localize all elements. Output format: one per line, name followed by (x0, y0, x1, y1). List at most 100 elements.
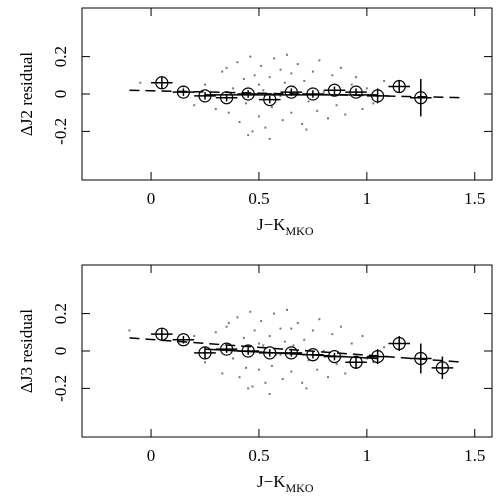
dot (275, 353, 278, 356)
dot (253, 329, 256, 332)
dot (257, 342, 260, 345)
dot (286, 53, 288, 56)
dot (335, 104, 338, 107)
dot (257, 83, 260, 86)
binned-point (392, 79, 406, 94)
dot (204, 83, 206, 86)
binned-point (371, 350, 385, 364)
dot (245, 102, 247, 105)
binned-point (263, 346, 277, 360)
dot (253, 74, 256, 77)
y-tick-label: 0.2 (51, 303, 70, 324)
dot (225, 66, 228, 69)
dot (331, 333, 334, 336)
x-axis-label: J−KMKO (257, 472, 314, 495)
y-tick-label: -0.2 (51, 118, 70, 145)
dot (268, 137, 271, 140)
y-tick-label: 0 (51, 347, 70, 356)
dot (311, 70, 314, 73)
dot (279, 68, 282, 71)
dot (270, 106, 273, 109)
dot (264, 381, 267, 384)
dot (361, 335, 364, 338)
binned-point (219, 342, 234, 356)
dot (273, 57, 276, 60)
plot-frame (81, 7, 493, 181)
dot (247, 387, 250, 390)
dot (307, 359, 310, 362)
dot (227, 321, 230, 324)
dot (279, 327, 282, 330)
dot (303, 338, 306, 341)
dot (290, 111, 293, 114)
dot (204, 361, 206, 364)
dot (279, 353, 282, 356)
binned-point (155, 327, 169, 341)
dot (268, 76, 271, 79)
dot (283, 340, 286, 343)
x-axis-label-sub: MKO (285, 481, 313, 495)
dot (262, 89, 265, 92)
binned-point (241, 344, 255, 358)
dot (227, 111, 230, 114)
dot (305, 387, 308, 390)
dot (335, 363, 338, 366)
dot (193, 335, 196, 338)
x-tick-label: 1.5 (464, 446, 485, 465)
dot (344, 113, 347, 116)
dot (383, 346, 386, 349)
dot (301, 122, 304, 125)
dot (268, 335, 271, 338)
binned-point (284, 346, 298, 360)
binned-point (349, 85, 363, 99)
x-axis-label-main: J−K (257, 472, 286, 491)
binned-point (284, 85, 298, 99)
dot (257, 115, 260, 118)
x-tick-label: 0 (147, 189, 156, 208)
dot (281, 119, 284, 122)
binned-point (371, 89, 385, 103)
dot (355, 76, 358, 79)
dot (303, 79, 306, 82)
dot (307, 100, 310, 103)
y-axis-label: ΔJ3 residual (17, 309, 36, 393)
dot (245, 366, 247, 369)
dot (318, 318, 321, 321)
x-axis-label-main: J−K (257, 215, 286, 234)
dot (301, 381, 304, 384)
dot (361, 107, 364, 110)
dot (365, 87, 368, 90)
dot (316, 109, 319, 112)
dot (305, 128, 308, 131)
dot (232, 87, 235, 90)
plot-frame (81, 264, 493, 438)
dot (322, 91, 325, 94)
dot (128, 329, 131, 332)
dot (238, 376, 241, 379)
binned-point (155, 76, 169, 90)
dot (344, 372, 347, 375)
dot (383, 79, 386, 82)
x-tick-label: 1.5 (464, 189, 485, 208)
y-tick-label: 0.2 (51, 46, 70, 67)
x-tick-label: 1 (363, 446, 372, 465)
dot (214, 107, 217, 110)
dot (247, 134, 250, 137)
binned-point (198, 89, 212, 103)
dot (339, 66, 342, 69)
x-tick-label: 0 (147, 446, 156, 465)
dot (372, 361, 375, 364)
dot (251, 130, 254, 133)
dot (264, 126, 267, 129)
dot (327, 376, 329, 379)
binned-point (435, 361, 449, 375)
y-tick-label: -0.2 (51, 375, 70, 402)
x-axis-label-sub: MKO (285, 224, 313, 238)
dot (221, 372, 224, 375)
binned-point (327, 350, 342, 364)
dot (322, 350, 325, 352)
dot (232, 357, 235, 360)
dot (225, 325, 228, 328)
dot (214, 331, 217, 334)
